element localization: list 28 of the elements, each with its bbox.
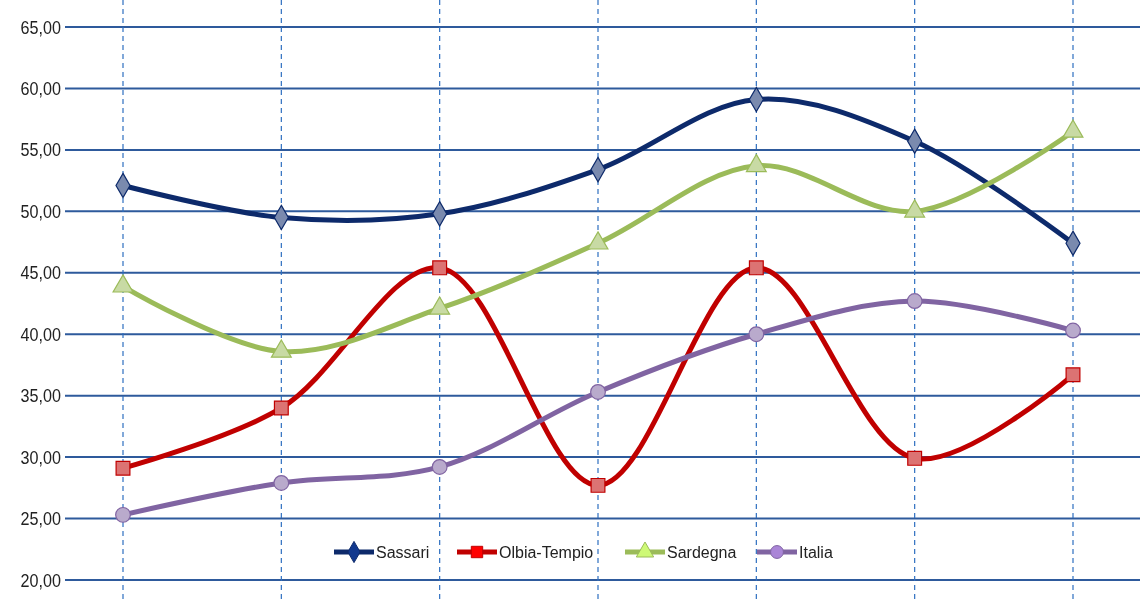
point: [115, 460, 131, 476]
point: [907, 450, 923, 466]
y-tick-label: 25,00: [20, 507, 62, 530]
y-tick-label: 45,00: [20, 262, 62, 284]
point: [590, 384, 606, 400]
y-tick-label: 35,00: [20, 385, 62, 407]
legend-label: Italia: [799, 544, 833, 561]
y-tick-label: 20,00: [20, 569, 62, 591]
point: [432, 260, 448, 276]
point: [273, 400, 289, 416]
legend-label: Sassari: [376, 544, 430, 561]
point: [906, 293, 923, 309]
point: [115, 506, 131, 523]
point: [1065, 367, 1081, 383]
point: [748, 260, 764, 276]
point: [1065, 322, 1081, 339]
point: [431, 459, 448, 475]
y-tick-label: 40,00: [20, 323, 62, 346]
point: [748, 326, 765, 343]
y-tick-label: 55,00: [20, 139, 62, 161]
y-tick-label: 60,00: [20, 77, 62, 100]
legend-label: Sardegna: [667, 544, 737, 561]
y-tick-label: 65,00: [20, 16, 62, 38]
y-tick-label: 50,00: [20, 200, 62, 223]
y-tick-label: 30,00: [20, 446, 62, 468]
point: [273, 474, 290, 491]
point: [590, 477, 606, 493]
legend-label: Olbia-Tempio: [499, 544, 594, 561]
